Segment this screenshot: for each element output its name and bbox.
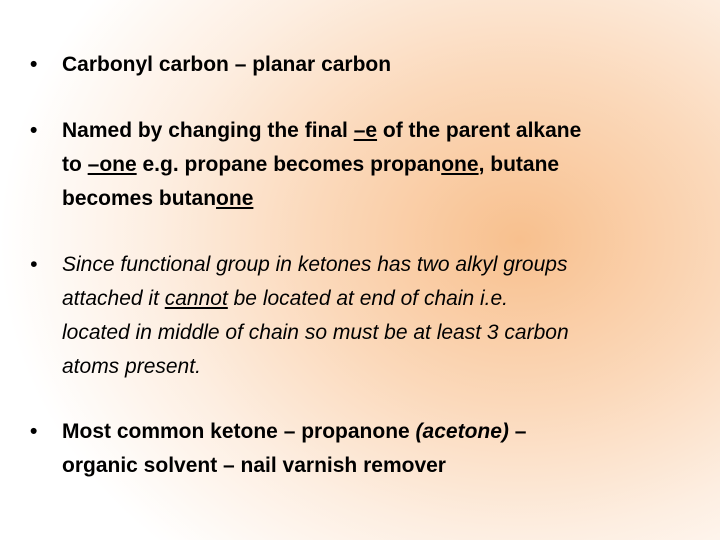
line: becomes butanone bbox=[62, 182, 581, 216]
text: , butane bbox=[478, 153, 560, 176]
text: one bbox=[441, 153, 479, 176]
text: organic solvent – nail varnish remover bbox=[62, 454, 446, 477]
text: becomes butan bbox=[62, 187, 217, 210]
line: organic solvent – nail varnish remover bbox=[62, 449, 526, 483]
line: atoms present. bbox=[62, 350, 569, 384]
text: Most common ketone – propanone bbox=[62, 420, 416, 443]
bullet: Since functional group in ketones has tw… bbox=[30, 248, 569, 384]
text: atoms present. bbox=[62, 355, 201, 378]
text: Carbonyl carbon – planar carbon bbox=[62, 53, 392, 76]
bullet: Named by changing the final –e of the pa… bbox=[30, 114, 581, 216]
text: attached it bbox=[62, 287, 165, 310]
text: one bbox=[216, 187, 254, 210]
text: –e bbox=[353, 119, 378, 142]
text: of the parent alkane bbox=[377, 119, 582, 142]
line: to –one e.g. propane becomes propanone, … bbox=[62, 148, 581, 182]
line: attached it cannot be located at end of … bbox=[62, 282, 569, 316]
text: be located at end of chain i.e. bbox=[227, 287, 508, 310]
text: Since functional group in ketones has tw… bbox=[62, 253, 568, 276]
line: located in middle of chain so must be at… bbox=[62, 316, 569, 350]
line: Named by changing the final –e of the pa… bbox=[62, 114, 581, 148]
text: located in middle of chain so must be at… bbox=[62, 321, 569, 344]
line: Since functional group in ketones has tw… bbox=[62, 248, 569, 282]
text: – bbox=[508, 420, 527, 443]
text: cannot bbox=[164, 287, 228, 310]
text: –one bbox=[87, 153, 137, 176]
line: Carbonyl carbon – planar carbon bbox=[62, 48, 391, 82]
line: Most common ketone – propanone (acetone)… bbox=[62, 415, 526, 449]
text: to bbox=[62, 153, 88, 176]
text: e.g. propane becomes propan bbox=[136, 153, 442, 176]
bullet: Carbonyl carbon – planar carbon bbox=[30, 48, 391, 82]
text: Named by changing the final bbox=[62, 119, 354, 142]
text: (acetone) bbox=[415, 420, 509, 443]
bullet: Most common ketone – propanone (acetone)… bbox=[30, 415, 526, 483]
